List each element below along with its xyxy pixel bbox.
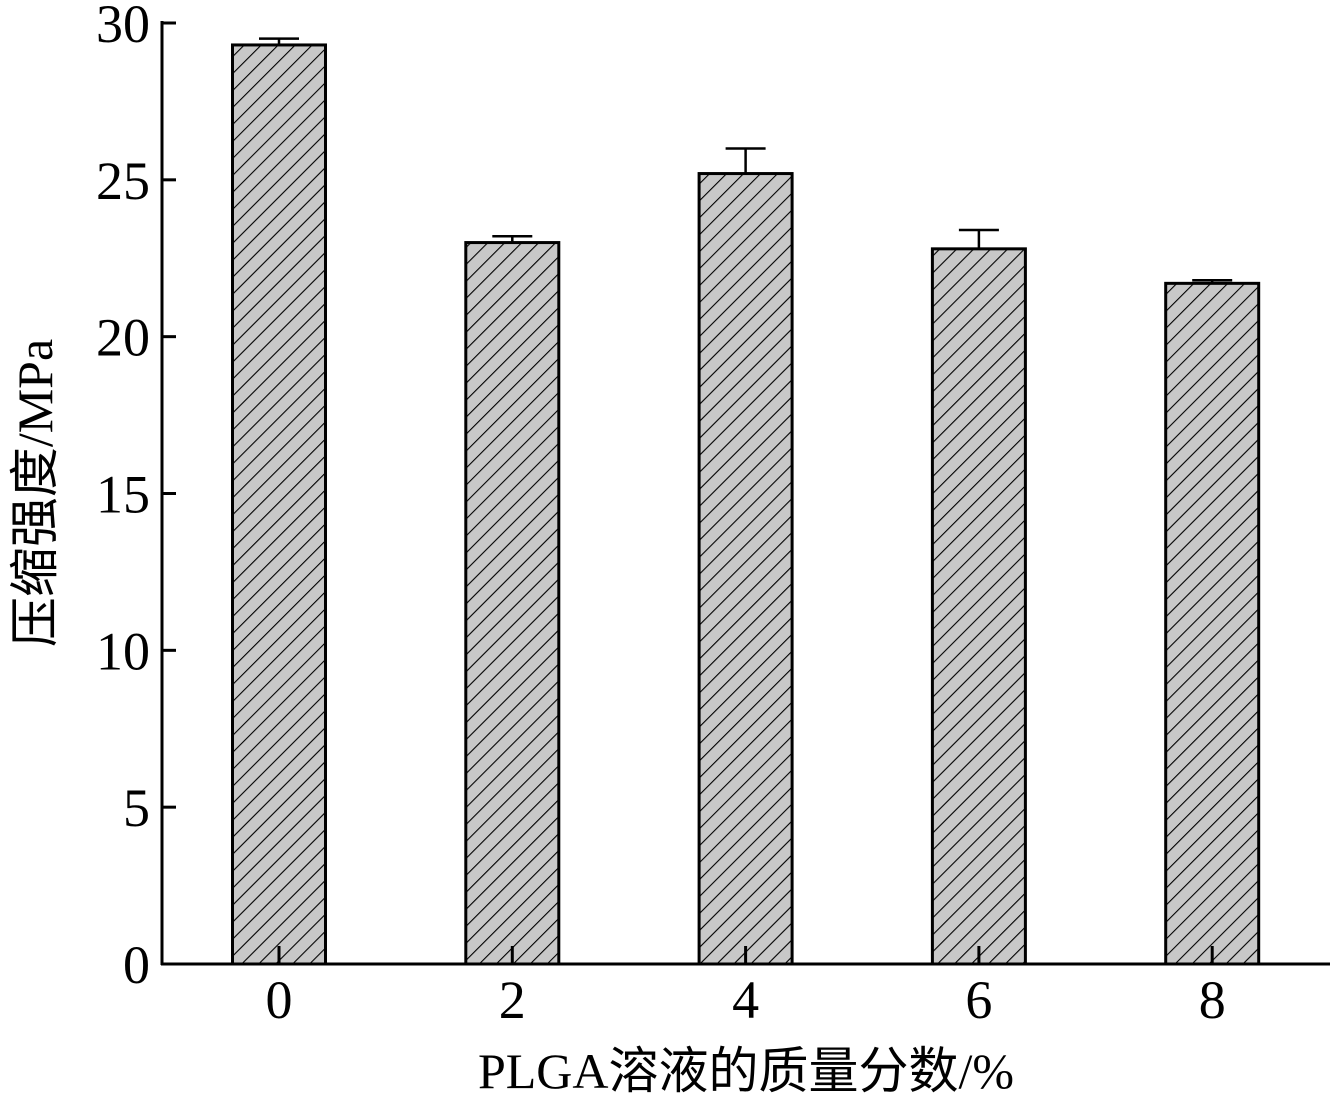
x-axis-label: PLGA溶液的质量分数/%	[478, 1043, 1014, 1099]
x-tick-label: 8	[1199, 970, 1226, 1030]
bars-layer	[231, 37, 1261, 966]
y-ticks: 0 5 10 15 20 25 30	[96, 0, 176, 995]
y-tick-label: 25	[96, 151, 150, 211]
bar	[1164, 281, 1261, 966]
bar	[697, 172, 794, 966]
bar	[930, 247, 1027, 966]
x-tick-label: 2	[499, 970, 526, 1030]
x-tick-label: 6	[965, 970, 992, 1030]
y-tick-label: 5	[123, 778, 150, 838]
x-tick-label: 0	[266, 970, 293, 1030]
x-tick-label: 4	[732, 970, 759, 1030]
y-tick-label: 10	[96, 621, 150, 681]
bar	[464, 241, 561, 966]
y-tick-label: 30	[96, 0, 150, 54]
y-tick-label: 0	[123, 935, 150, 995]
y-tick-label: 20	[96, 308, 150, 368]
x-ticks: 0 2 4 6 8	[266, 946, 1226, 1030]
y-tick-label: 15	[96, 465, 150, 525]
bar	[231, 43, 327, 966]
y-axis-label: 压缩强度/MPa	[7, 339, 63, 647]
